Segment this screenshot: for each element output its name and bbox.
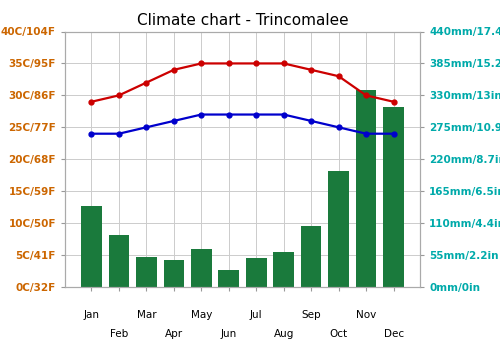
Text: Oct: Oct	[330, 329, 347, 339]
Bar	[164, 260, 184, 287]
Text: Aug: Aug	[274, 329, 294, 339]
Bar	[136, 257, 156, 287]
Bar	[81, 206, 102, 287]
Text: May: May	[190, 310, 212, 320]
Text: Sep: Sep	[302, 310, 321, 320]
Bar	[274, 252, 294, 287]
Bar	[246, 258, 266, 287]
Bar	[108, 235, 129, 287]
Text: Mar: Mar	[136, 310, 156, 320]
Text: Jun: Jun	[220, 329, 237, 339]
Bar	[356, 90, 376, 287]
Bar	[328, 171, 349, 287]
Text: Feb: Feb	[110, 329, 128, 339]
Text: Dec: Dec	[384, 329, 404, 339]
Bar	[384, 107, 404, 287]
Bar	[191, 249, 212, 287]
Text: Nov: Nov	[356, 310, 376, 320]
Bar	[218, 270, 239, 287]
Text: Apr: Apr	[165, 329, 183, 339]
Text: Jul: Jul	[250, 310, 262, 320]
Bar	[301, 226, 322, 287]
Title: Climate chart - Trincomalee: Climate chart - Trincomalee	[136, 13, 348, 28]
Text: Jan: Jan	[84, 310, 100, 320]
